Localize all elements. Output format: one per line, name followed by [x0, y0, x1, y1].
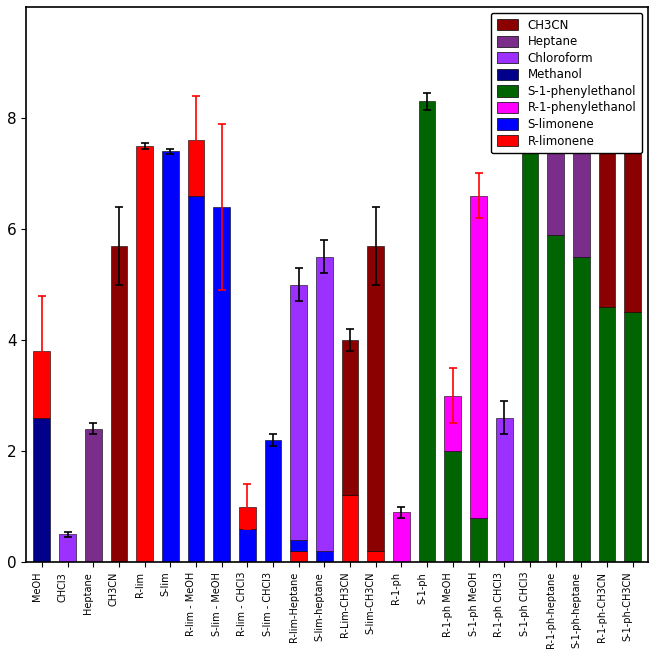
- Bar: [290, 551, 307, 562]
- Bar: [187, 140, 204, 196]
- Bar: [521, 118, 538, 562]
- Bar: [342, 340, 358, 495]
- Bar: [162, 151, 179, 562]
- Bar: [33, 351, 50, 418]
- Bar: [573, 257, 590, 562]
- Bar: [445, 396, 461, 451]
- Bar: [265, 440, 282, 562]
- Bar: [367, 246, 384, 551]
- Bar: [470, 517, 487, 562]
- Bar: [599, 135, 615, 307]
- Bar: [445, 451, 461, 562]
- Bar: [290, 284, 307, 540]
- Bar: [547, 68, 564, 234]
- Bar: [187, 196, 204, 562]
- Bar: [470, 196, 487, 517]
- Bar: [239, 506, 255, 529]
- Bar: [393, 512, 410, 562]
- Bar: [33, 418, 50, 562]
- Bar: [136, 145, 153, 562]
- Bar: [214, 207, 230, 562]
- Bar: [290, 540, 307, 551]
- Bar: [59, 534, 76, 562]
- Bar: [367, 551, 384, 562]
- Bar: [624, 312, 641, 562]
- Bar: [316, 257, 333, 551]
- Bar: [239, 529, 255, 562]
- Legend: CH3CN, Heptane, Chloroform, Methanol, S-1-phenylethanol, R-1-phenylethanol, S-li: CH3CN, Heptane, Chloroform, Methanol, S-…: [491, 13, 642, 153]
- Bar: [496, 418, 513, 562]
- Bar: [419, 102, 436, 562]
- Bar: [624, 113, 641, 312]
- Bar: [342, 495, 358, 562]
- Bar: [85, 429, 102, 562]
- Bar: [599, 307, 615, 562]
- Bar: [316, 551, 333, 562]
- Bar: [111, 246, 127, 562]
- Bar: [547, 234, 564, 562]
- Bar: [573, 73, 590, 257]
